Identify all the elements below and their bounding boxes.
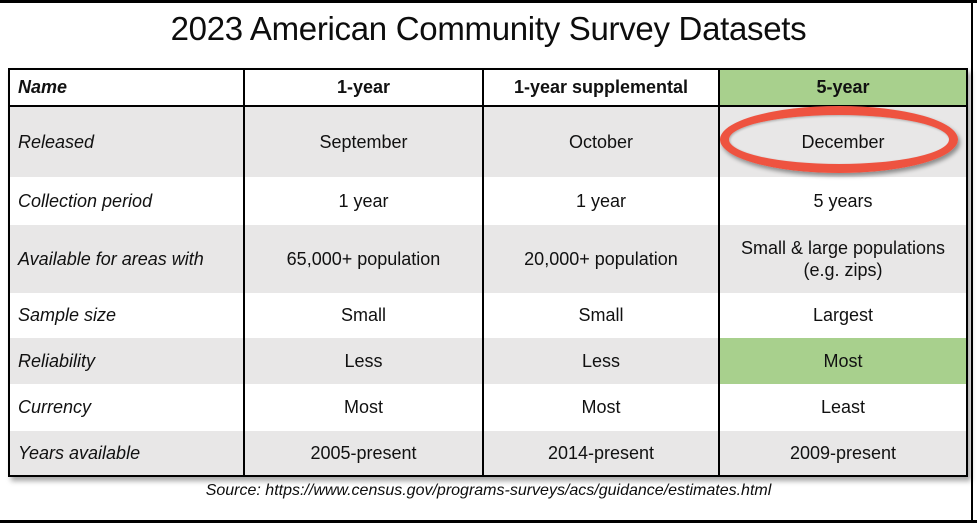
cell-available-5year: Small & large populations (e.g. zips) <box>718 225 968 293</box>
cell-available-1year: 65,000+ population <box>243 225 484 293</box>
cell-sample-5year: Largest <box>718 293 968 338</box>
cell-currency-5year: Least <box>718 384 968 431</box>
cell-reliability-5year: Most <box>718 338 968 384</box>
cell-reliability-1year-supplemental: Less <box>482 338 720 384</box>
cell-currency-1year-supplemental: Most <box>482 384 720 431</box>
cell-sample-1year-supplemental: Small <box>482 293 720 338</box>
header-row: Name 1-year 1-year supplemental 5-year <box>8 69 968 107</box>
cell-currency-1year: Most <box>243 384 484 431</box>
row-years-available: Years available 2005-present 2014-presen… <box>8 431 968 476</box>
frame-right-line <box>971 0 973 521</box>
cell-years-1year-supplemental: 2014-present <box>482 431 720 476</box>
cell-reliability-1year: Less <box>243 338 484 384</box>
label-currency: Currency <box>8 384 245 431</box>
cell-sample-1year: Small <box>243 293 484 338</box>
source-note: Source: https://www.census.gov/programs-… <box>205 482 772 499</box>
label-years-available: Years available <box>8 431 245 476</box>
header-name: Name <box>8 69 245 107</box>
row-sample-size: Sample size Small Small Largest <box>8 293 968 338</box>
cell-collection-1year: 1 year <box>243 177 484 225</box>
cell-collection-1year-supplemental: 1 year <box>482 177 720 225</box>
row-released: Released September October December <box>8 106 968 177</box>
cell-collection-5year: 5 years <box>718 177 968 225</box>
cell-released-1year: September <box>243 106 484 177</box>
cell-years-1year: 2005-present <box>243 431 484 476</box>
frame-bottom-line <box>0 520 977 523</box>
header-1year-supplemental: 1-year supplemental <box>482 69 720 107</box>
label-collection-period: Collection period <box>8 177 245 225</box>
label-released: Released <box>8 106 245 177</box>
cell-available-1year-supplemental: 20,000+ population <box>482 225 720 293</box>
row-collection-period: Collection period 1 year 1 year 5 years <box>8 177 968 225</box>
label-reliability: Reliability <box>8 338 245 384</box>
cell-years-5year: 2009-present <box>718 431 968 476</box>
label-sample-size: Sample size <box>8 293 245 338</box>
cell-released-1year-supplemental: October <box>482 106 720 177</box>
row-currency: Currency Most Most Least <box>8 384 968 431</box>
row-reliability: Reliability Less Less Most <box>8 338 968 384</box>
page-title: 2023 American Community Survey Datasets <box>170 10 807 47</box>
frame-top-line <box>0 0 977 3</box>
row-available-areas: Available for areas with 65,000+ populat… <box>8 225 968 293</box>
header-1year: 1-year <box>243 69 484 107</box>
header-5year: 5-year <box>718 69 968 107</box>
label-available-areas: Available for areas with <box>8 225 245 293</box>
cell-released-5year: December <box>718 106 968 177</box>
datasets-table: Name 1-year 1-year supplemental 5-year R… <box>8 68 968 477</box>
